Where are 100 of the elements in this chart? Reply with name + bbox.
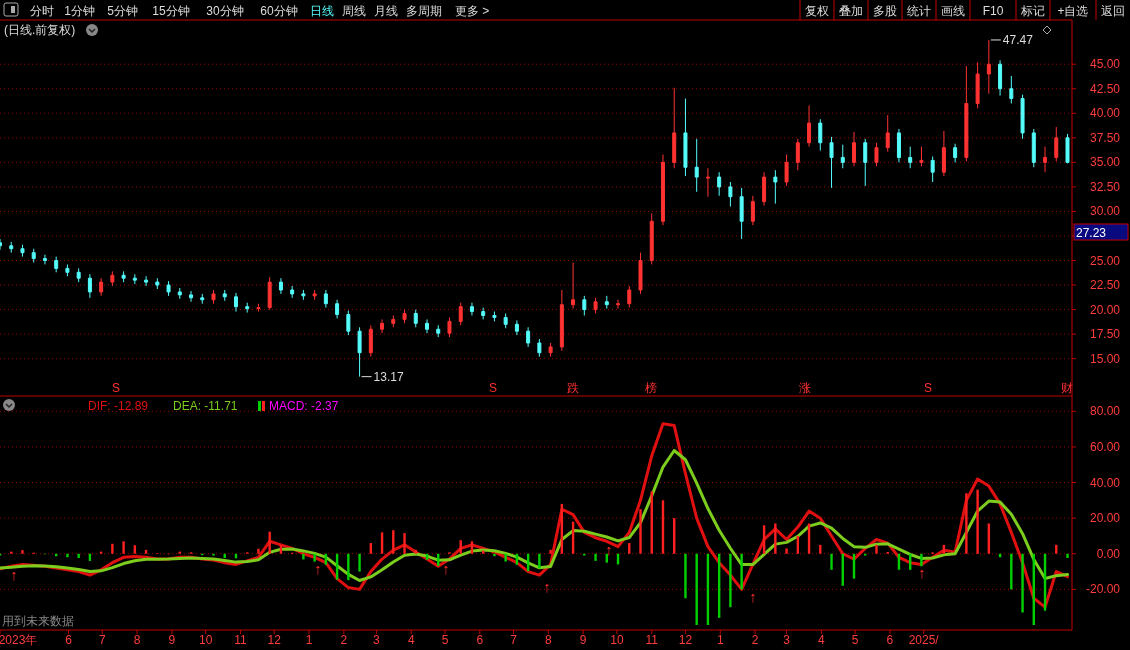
bar [594, 553, 597, 561]
bar [538, 553, 541, 569]
annotation: ↑ [749, 588, 757, 605]
candlestick [458, 302, 463, 326]
x-tick-label: 12 [267, 633, 282, 647]
candlestick [132, 273, 137, 285]
candlestick [874, 142, 879, 167]
chart-title: (日线.前复权) [4, 23, 76, 37]
y-tick-label: 35.00 [1089, 155, 1121, 170]
y-tick-label: 80.00 [1089, 404, 1121, 419]
candlestick [616, 299, 621, 310]
y-tick-label: 20.00 [1089, 511, 1121, 526]
annotation: ↑ [918, 564, 926, 581]
candlestick [301, 289, 306, 301]
y-tick-label: 45.00 [1089, 57, 1121, 72]
text: 1分钟 [64, 4, 95, 18]
candlestick [31, 248, 36, 263]
bar [403, 533, 406, 554]
x-tick-label: 4 [407, 633, 415, 647]
annotation: 用到未来数据 [2, 614, 74, 628]
candlestick [402, 309, 407, 324]
candlestick [503, 313, 508, 329]
x-tick-label: 5 [441, 633, 449, 647]
y-tick-label: -20.00 [1085, 582, 1121, 597]
annotation: ↑ [442, 560, 450, 577]
candlestick [425, 318, 429, 334]
candlestick [571, 261, 576, 310]
bar [268, 531, 271, 554]
candlestick [526, 326, 531, 348]
bar [111, 543, 114, 554]
x-tick-label: 2025/ [908, 633, 940, 647]
bar [684, 553, 687, 599]
candlestick [20, 244, 25, 258]
candlestick [705, 167, 710, 198]
bar [66, 553, 69, 558]
x-tick-label: 10 [610, 633, 624, 647]
candlestick [1031, 128, 1036, 168]
candlestick [829, 136, 834, 189]
candlestick [99, 277, 104, 297]
candlestick [908, 146, 913, 169]
x-tick-label: 8 [133, 633, 141, 647]
text: 多周期 [405, 4, 442, 18]
x-tick-label: 2023年 [0, 633, 38, 647]
x-tick-label: 7 [98, 633, 106, 647]
y-tick-label: 32.50 [1089, 179, 1121, 194]
bar [504, 553, 507, 562]
candlestick [885, 114, 890, 153]
candlestick [941, 130, 946, 177]
candlestick [323, 289, 328, 309]
annotation: ↑ [10, 566, 18, 583]
candlestick [65, 263, 70, 277]
x-tick-label: 6 [65, 633, 73, 647]
text: 15分钟 [152, 4, 190, 18]
text: 5分钟 [107, 4, 138, 18]
y-tick-label: 60.00 [1089, 439, 1121, 454]
annotation: S [488, 381, 498, 395]
text: DIF: -12.89 [88, 399, 149, 413]
candlestick [784, 154, 789, 187]
candlestick [380, 318, 385, 334]
x-tick-label: 11 [645, 633, 659, 647]
bar [347, 553, 350, 581]
y-tick-label: 30.00 [1089, 204, 1121, 219]
bar [1010, 553, 1013, 590]
x-tick-label: 8 [545, 633, 553, 647]
line-series [0, 448, 1070, 582]
candlestick [739, 187, 744, 240]
candlestick [672, 87, 677, 169]
candlestick [593, 297, 598, 315]
text: 周线 [342, 4, 366, 18]
candlestick [998, 59, 1003, 97]
candlestick [762, 171, 767, 207]
x-tick-label: 3 [373, 633, 381, 647]
candlestick [436, 324, 441, 338]
x-tick-label: 6 [886, 633, 894, 647]
candlestick [728, 181, 733, 208]
candlestick [9, 241, 14, 254]
candlestick [233, 292, 238, 313]
annotation: 跌 [567, 381, 579, 395]
text: 月线 [374, 4, 398, 18]
text: 统计 [907, 4, 931, 18]
candlestick [627, 285, 632, 309]
candlestick [795, 138, 800, 171]
candlestick [840, 144, 845, 169]
x-tick-label: 7 [510, 633, 518, 647]
annotation: 财 [1061, 381, 1073, 395]
text: 标记 [1020, 4, 1045, 18]
bar [920, 553, 923, 567]
candlestick [638, 252, 643, 295]
candlestick [582, 295, 587, 316]
text: 分时 [30, 4, 54, 18]
candlestick [256, 303, 261, 313]
bar [965, 493, 968, 554]
candlestick [211, 289, 216, 305]
y-tick-label: 42.50 [1089, 81, 1121, 96]
candlestick [335, 299, 340, 319]
text: 叠加 [839, 4, 863, 18]
bar [774, 523, 777, 554]
candlestick [818, 118, 823, 152]
candlestick [604, 295, 609, 310]
candlestick [87, 273, 92, 299]
